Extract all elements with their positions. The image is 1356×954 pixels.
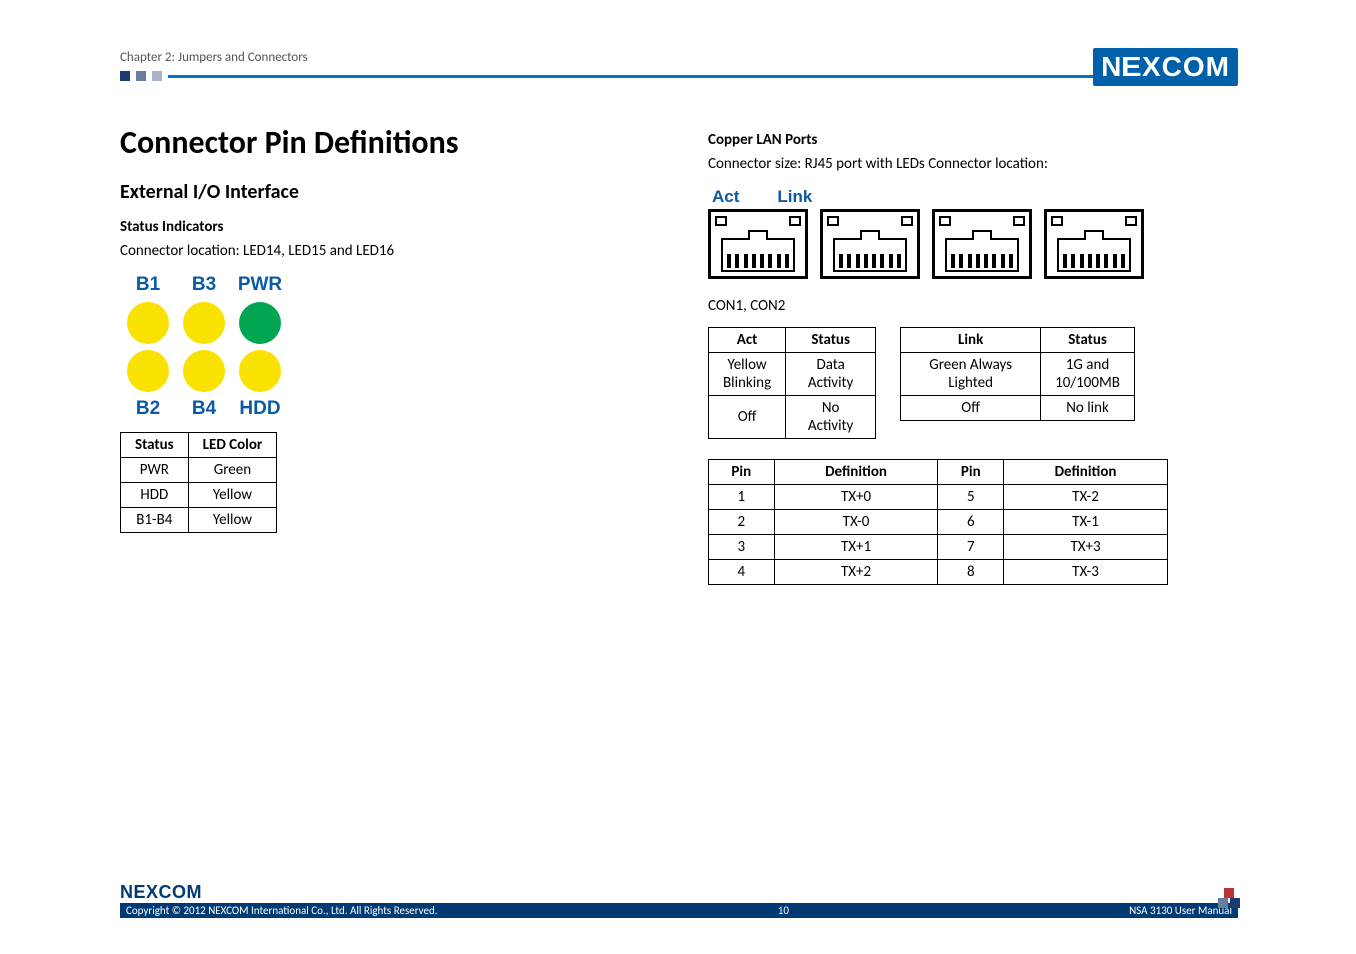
left-column: Connector Pin Definitions External I/O I… (120, 123, 648, 585)
brand-logo: NEXCOM (1093, 48, 1238, 86)
link-label: Link (777, 187, 812, 207)
external-io-heading: External I/O Interface (120, 180, 648, 204)
table-row: OffNo Activity (709, 396, 876, 439)
page-root: Chapter 2: Jumpers and Connectors NEXCOM… (0, 0, 1356, 954)
rj45-port-3 (932, 209, 1032, 279)
decor-square-1 (120, 71, 130, 81)
right-column: Copper LAN Ports Connector size: RJ45 po… (708, 123, 1236, 585)
content-columns: Connector Pin Definitions External I/O I… (120, 123, 1236, 585)
footer-manual-name: NSA 3130 User Manual (1129, 904, 1232, 917)
connector-location-text: Connector location: LED14, LED15 and LED… (120, 242, 648, 260)
led-label-b2: B2 (120, 398, 176, 420)
page-footer: NEXCOM Copyright © 2012 NEXCOM Internati… (120, 882, 1238, 918)
led-circle-hdd (232, 350, 288, 392)
footer-page-number: 10 (778, 904, 789, 917)
footer-copyright: Copyright © 2012 NEXCOM International Co… (126, 904, 438, 917)
table-row: HDDYellow (121, 483, 277, 508)
rj45-port-1 (708, 209, 808, 279)
table-header-row: Status LED Color (121, 433, 277, 458)
link-table: LinkStatus Green Always Lighted1G and 10… (900, 327, 1135, 421)
led-circle-pwr (232, 302, 288, 344)
table-row: Green Always Lighted1G and 10/100MB (901, 353, 1135, 396)
table-row: 4TX+28TX-3 (709, 560, 1168, 585)
pin-definition-table: Pin Definition Pin Definition 1TX+05TX-2… (708, 459, 1168, 585)
brand-logo-text: NEXCOM (1093, 48, 1238, 86)
port-led-link (789, 216, 801, 226)
table-row: OffNo link (901, 396, 1135, 421)
divider-line (168, 75, 1236, 78)
led-label-pwr: PWR (232, 274, 288, 296)
table-row: B1-B4Yellow (121, 508, 277, 533)
table-row: 1TX+05TX-2 (709, 485, 1168, 510)
act-table: ActStatus Yellow BlinkingData Activity O… (708, 327, 876, 439)
col-status: Status (121, 433, 189, 458)
act-link-tables: ActStatus Yellow BlinkingData Activity O… (708, 327, 1236, 439)
decor-square-3 (152, 71, 162, 81)
table-row: 3TX+17TX+3 (709, 535, 1168, 560)
chapter-label: Chapter 2: Jumpers and Connectors (120, 50, 1236, 65)
led-circle-b1 (120, 302, 176, 344)
rj45-port-2 (820, 209, 920, 279)
status-color-table: Status LED Color PWRGreen HDDYellow B1-B… (120, 432, 277, 533)
led-label-b4: B4 (176, 398, 232, 420)
copper-lan-heading: Copper LAN Ports (708, 131, 1236, 149)
connector-size-text: Connector size: RJ45 port with LEDs Conn… (708, 155, 1236, 173)
led-label-b1: B1 (120, 274, 176, 296)
led-label-b3: B3 (176, 274, 232, 296)
rj45-port-4 (1044, 209, 1144, 279)
led-circle-b4 (176, 350, 232, 392)
table-header-row: Pin Definition Pin Definition (709, 460, 1168, 485)
led-label-hdd: HDD (232, 398, 288, 420)
led-circle-b3 (176, 302, 232, 344)
lan-header-labels: Act Link (708, 187, 1236, 207)
status-led-grid: B1 B3 PWR B2 B4 HDD (120, 274, 648, 420)
top-divider (120, 71, 1236, 81)
act-label: Act (712, 187, 739, 207)
status-led-diagram: B1 B3 PWR B2 B4 HDD (120, 274, 648, 420)
footer-logo: NEXCOM (120, 882, 202, 903)
led-circle-b2 (120, 350, 176, 392)
table-row: 2TX-06TX-1 (709, 510, 1168, 535)
port-led-act (715, 216, 727, 226)
rj45-row (708, 209, 1236, 279)
table-row: Yellow BlinkingData Activity (709, 353, 876, 396)
col-led-color: LED Color (188, 433, 277, 458)
status-indicators-heading: Status Indicators (120, 218, 648, 236)
decor-square-2 (136, 71, 146, 81)
con-text: CON1, CON2 (708, 297, 1236, 315)
footer-row: Copyright © 2012 NEXCOM International Co… (120, 903, 1238, 918)
table-row: PWRGreen (121, 458, 277, 483)
page-title: Connector Pin Definitions (120, 123, 648, 162)
